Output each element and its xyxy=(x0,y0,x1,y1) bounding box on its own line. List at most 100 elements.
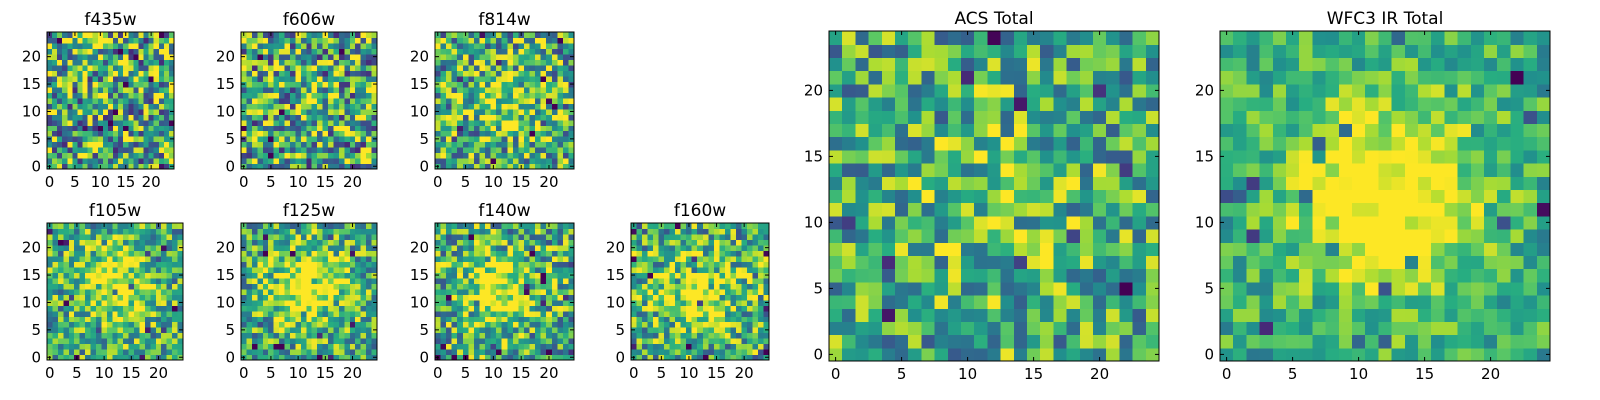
heatmap-cell xyxy=(333,37,340,44)
heatmap-cell xyxy=(697,272,704,279)
heatmap-cell xyxy=(535,103,542,110)
heatmap-cell xyxy=(92,136,99,143)
heatmap-cell xyxy=(328,141,335,148)
heatmap-cell xyxy=(523,332,531,339)
heatmap-cell xyxy=(85,244,92,251)
heatmap-cell xyxy=(295,244,302,251)
heatmap-cell xyxy=(664,266,671,273)
y-tick-label: 10 xyxy=(216,293,235,311)
y-tick-label: 10 xyxy=(22,293,41,311)
heatmap-cell xyxy=(123,327,130,334)
x-tick-label: 20 xyxy=(539,173,558,191)
y-tick-label: 5 xyxy=(419,321,429,339)
heatmap-cell xyxy=(974,202,988,217)
heatmap-cell xyxy=(702,354,709,361)
heatmap-cell xyxy=(338,119,345,126)
heatmap-cell xyxy=(658,266,665,273)
heatmap-cell xyxy=(57,332,64,339)
heatmap-cell xyxy=(92,37,99,44)
heatmap-cell xyxy=(300,141,307,148)
heatmap-cell xyxy=(360,299,367,306)
heatmap-cell xyxy=(546,53,553,60)
heatmap-cell xyxy=(92,152,99,159)
heatmap-cell xyxy=(551,239,558,246)
heatmap-cell xyxy=(562,250,570,257)
y-tick-label: 20 xyxy=(216,48,235,66)
heatmap-cell xyxy=(262,70,269,77)
heatmap-cell xyxy=(322,92,329,99)
heatmap-cell xyxy=(446,239,453,246)
heatmap-cell xyxy=(664,338,671,345)
heatmap-cell xyxy=(540,228,547,235)
heatmap-cell xyxy=(62,81,68,88)
heatmap-cell xyxy=(501,163,508,170)
heatmap-cell xyxy=(333,299,340,306)
heatmap-cell xyxy=(735,332,742,339)
heatmap-cell xyxy=(52,70,58,77)
heatmap-cell xyxy=(68,310,75,317)
heatmap-cell xyxy=(451,354,458,361)
heatmap-cell xyxy=(153,53,160,60)
heatmap-cell xyxy=(158,86,165,93)
heatmap-cell xyxy=(631,332,638,339)
heatmap-cell xyxy=(479,261,486,268)
heatmap-cell xyxy=(1132,334,1147,349)
heatmap-cell xyxy=(90,338,97,345)
heatmap-cell xyxy=(106,299,113,306)
heatmap-cell xyxy=(112,299,119,306)
heatmap-cell xyxy=(1145,308,1160,322)
heatmap-cell xyxy=(77,75,84,82)
heatmap-cell xyxy=(289,261,296,268)
heatmap-cell xyxy=(360,108,367,115)
heatmap-cell xyxy=(868,255,883,270)
heatmap-cell xyxy=(512,294,519,301)
heatmap-cell xyxy=(128,59,134,66)
heatmap-cell xyxy=(163,152,170,159)
heatmap-cell xyxy=(123,70,129,77)
heatmap-cell xyxy=(300,75,307,82)
heatmap-cell xyxy=(300,338,307,345)
panel-title: f105w xyxy=(89,201,141,221)
heatmap-cell xyxy=(246,114,253,121)
heatmap-cell xyxy=(284,321,291,328)
heatmap-cell xyxy=(155,310,162,317)
heatmap-cell xyxy=(311,266,318,273)
heatmap-cell xyxy=(507,316,514,323)
heatmap-cell xyxy=(172,327,179,334)
heatmap-cell xyxy=(257,283,264,290)
heatmap-cell xyxy=(664,321,671,328)
heatmap-cell xyxy=(360,75,367,82)
heatmap-cell xyxy=(355,277,362,284)
heatmap-cell xyxy=(246,310,253,317)
heatmap-cell xyxy=(306,305,313,312)
heatmap-cell xyxy=(102,147,109,154)
heatmap-cell xyxy=(686,343,693,350)
heatmap-cell xyxy=(512,48,519,55)
heatmap-cell xyxy=(713,316,720,323)
heatmap-cell xyxy=(451,244,458,251)
heatmap-cell xyxy=(52,108,58,115)
heatmap-cell xyxy=(113,103,119,110)
heatmap-cell xyxy=(961,308,975,322)
heatmap-cell xyxy=(317,119,324,126)
heatmap-cell xyxy=(262,114,269,121)
heatmap-cell xyxy=(974,268,988,283)
heatmap-cell xyxy=(675,354,682,361)
heatmap-cell xyxy=(133,119,140,126)
heatmap-cell xyxy=(708,310,715,317)
heatmap-cell xyxy=(1106,334,1120,349)
heatmap-cell xyxy=(518,147,525,154)
heatmap-cell xyxy=(485,70,492,77)
heatmap-cell xyxy=(306,75,313,82)
heatmap-cell xyxy=(440,277,447,284)
heatmap-cell xyxy=(974,334,988,349)
heatmap-cell xyxy=(143,42,150,50)
heatmap-cell xyxy=(284,48,291,55)
heatmap-cell xyxy=(92,92,99,99)
heatmap-cell xyxy=(435,37,442,44)
heatmap-cell xyxy=(268,59,275,66)
heatmap-cell xyxy=(322,244,329,251)
heatmap-cell xyxy=(440,299,447,306)
heatmap-cell xyxy=(546,81,553,88)
heatmap-cell xyxy=(451,108,458,115)
